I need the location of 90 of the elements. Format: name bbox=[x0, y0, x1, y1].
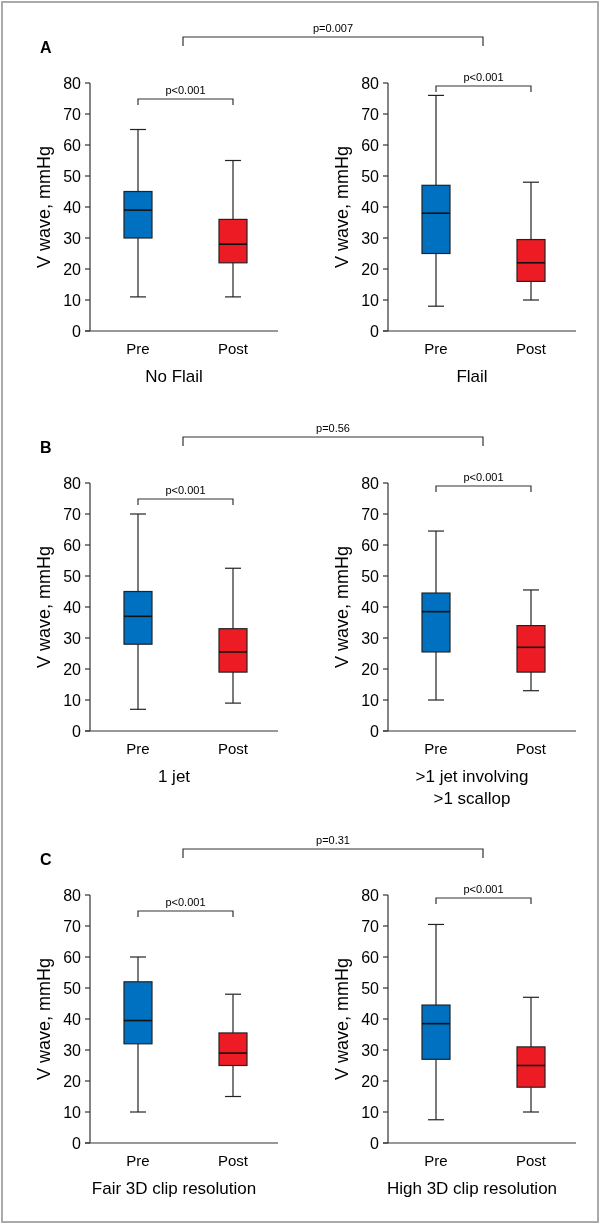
x-axis-title: High 3D clip resolution bbox=[386, 1179, 558, 1198]
x-tick-label: Post bbox=[217, 740, 249, 757]
y-tick-label: 0 bbox=[370, 322, 380, 340]
y-tick-label: 50 bbox=[63, 167, 82, 185]
x-tick-label: Post bbox=[515, 340, 547, 357]
y-axis-title: V wave, mmHg bbox=[332, 545, 352, 669]
x-tick-label: Post bbox=[515, 1152, 547, 1169]
y-tick-label: 70 bbox=[63, 105, 82, 123]
x-axis-title: No Flail bbox=[145, 367, 203, 386]
x-axis-title: >1 jet involving >1 scallop bbox=[415, 767, 529, 808]
y-tick-label: 0 bbox=[370, 722, 380, 740]
y-tick-label: 80 bbox=[361, 74, 380, 92]
y-tick-label: 20 bbox=[361, 1072, 380, 1090]
y-tick-label: 50 bbox=[361, 567, 380, 585]
annotation: p<0.001 bbox=[463, 471, 504, 483]
y-axis-title: V wave, mmHg bbox=[34, 545, 54, 669]
y-axis-title: V wave, mmHg bbox=[34, 145, 54, 269]
y-tick-label: 70 bbox=[361, 505, 380, 523]
y-tick-label: 10 bbox=[63, 291, 82, 309]
y-tick-label: 80 bbox=[361, 886, 380, 904]
y-tick-label: 30 bbox=[63, 629, 82, 647]
y-tick-label: 70 bbox=[63, 505, 82, 523]
y-tick-label: 40 bbox=[361, 598, 380, 616]
text: p=0.31 bbox=[316, 834, 350, 846]
y-tick-label: 0 bbox=[72, 1134, 82, 1152]
y-tick-label: 30 bbox=[361, 1041, 380, 1059]
x-tick-label: Post bbox=[515, 740, 547, 757]
y-tick-label: 80 bbox=[63, 886, 82, 904]
y-tick-label: 60 bbox=[63, 948, 82, 966]
y-tick-label: 0 bbox=[72, 322, 82, 340]
y-tick-label: 80 bbox=[361, 474, 380, 492]
annotation: p<0.001 bbox=[165, 84, 206, 96]
x-tick-label: Post bbox=[217, 1152, 249, 1169]
y-tick-label: 20 bbox=[63, 1072, 82, 1090]
y-tick-label: 10 bbox=[63, 1103, 82, 1121]
y-tick-label: 70 bbox=[63, 917, 82, 935]
y-tick-label: 40 bbox=[63, 198, 82, 216]
x-tick-label: Pre bbox=[424, 740, 448, 757]
y-tick-label: 50 bbox=[63, 979, 82, 997]
annotation: p<0.001 bbox=[463, 71, 504, 83]
y-tick-label: 50 bbox=[361, 167, 380, 185]
y-tick-label: 40 bbox=[63, 1010, 82, 1028]
y-tick-label: 20 bbox=[63, 260, 82, 278]
x-tick-label: Pre bbox=[424, 340, 448, 357]
y-tick-label: 0 bbox=[370, 1134, 380, 1152]
y-tick-label: 40 bbox=[63, 598, 82, 616]
x-axis-title: 1 jet bbox=[157, 767, 191, 786]
text: p=0.007 bbox=[312, 22, 354, 34]
y-tick-label: 80 bbox=[63, 474, 82, 492]
text: p=0.56 bbox=[316, 422, 350, 434]
y-tick-label: 20 bbox=[361, 660, 380, 678]
y-axis-title: V wave, mmHg bbox=[34, 957, 54, 1081]
y-axis-title: V wave, mmHg bbox=[332, 145, 352, 269]
y-tick-label: 10 bbox=[63, 691, 82, 709]
y-tick-label: 60 bbox=[361, 536, 380, 554]
x-tick-label: Pre bbox=[126, 740, 150, 757]
chart-title: A bbox=[40, 39, 52, 56]
chart-title: B bbox=[40, 439, 52, 456]
y-tick-label: 0 bbox=[72, 722, 82, 740]
y-axis-title: V wave, mmHg bbox=[332, 957, 352, 1081]
y-tick-label: 30 bbox=[63, 1041, 82, 1059]
y-tick-label: 40 bbox=[361, 1010, 380, 1028]
y-tick-label: 60 bbox=[63, 536, 82, 554]
x-tick-label: Pre bbox=[126, 340, 150, 357]
annotation: p<0.001 bbox=[165, 484, 206, 496]
y-tick-label: 10 bbox=[361, 1103, 380, 1121]
x-tick-label: Pre bbox=[424, 1152, 448, 1169]
y-tick-label: 50 bbox=[63, 567, 82, 585]
y-tick-label: 40 bbox=[361, 198, 380, 216]
y-tick-label: 50 bbox=[361, 979, 380, 997]
y-tick-label: 10 bbox=[361, 291, 380, 309]
y-tick-label: 80 bbox=[63, 74, 82, 92]
chart-title: C bbox=[40, 851, 52, 868]
y-tick-label: 30 bbox=[361, 629, 380, 647]
y-tick-label: 70 bbox=[361, 917, 380, 935]
x-tick-label: Post bbox=[217, 340, 249, 357]
y-tick-label: 60 bbox=[361, 136, 380, 154]
annotation: p<0.001 bbox=[165, 896, 206, 908]
y-tick-label: 20 bbox=[361, 260, 380, 278]
y-tick-label: 10 bbox=[361, 691, 380, 709]
y-tick-label: 20 bbox=[63, 660, 82, 678]
y-tick-label: 60 bbox=[63, 136, 82, 154]
x-axis-title: Fair 3D clip resolution bbox=[91, 1179, 257, 1198]
y-tick-label: 60 bbox=[361, 948, 380, 966]
annotation: p<0.001 bbox=[463, 883, 504, 895]
x-tick-label: Pre bbox=[126, 1152, 150, 1169]
x-axis-title: Flail bbox=[456, 367, 488, 386]
y-tick-label: 30 bbox=[63, 229, 82, 247]
y-tick-label: 70 bbox=[361, 105, 380, 123]
y-tick-label: 30 bbox=[361, 229, 380, 247]
